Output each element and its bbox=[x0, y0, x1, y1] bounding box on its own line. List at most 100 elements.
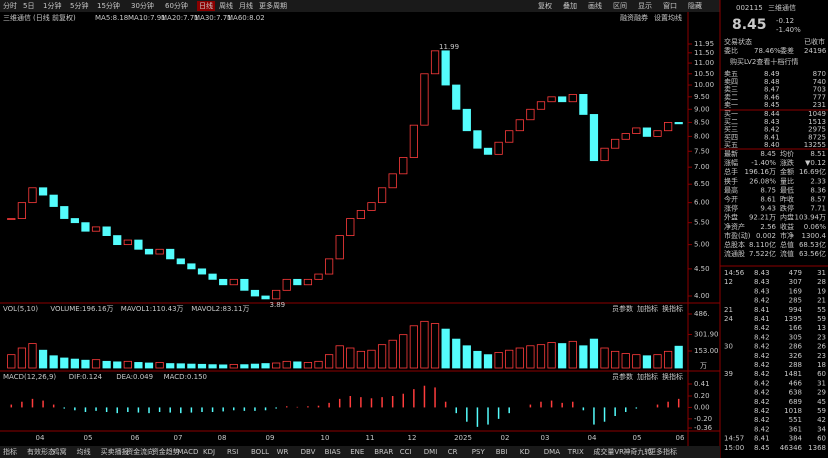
trade-count: 45 bbox=[817, 398, 826, 406]
volume-bar bbox=[388, 339, 397, 369]
indicator-tab[interactable]: 资金流向 bbox=[126, 447, 154, 456]
indicator-tab[interactable]: BBI bbox=[496, 448, 508, 456]
indicator-tab[interactable]: RSI bbox=[227, 448, 238, 456]
indicator-tab[interactable]: CCI bbox=[400, 448, 412, 456]
book-label: 卖三 bbox=[724, 86, 738, 94]
ma-legend: MA30:7.71 bbox=[194, 14, 232, 22]
volume-bar bbox=[303, 362, 313, 369]
tool-button[interactable]: 显示 bbox=[638, 2, 652, 10]
indicator-tab[interactable]: ENE bbox=[350, 448, 364, 456]
indicator-tab[interactable]: PSY bbox=[472, 448, 486, 456]
book-label: 卖四 bbox=[724, 78, 738, 86]
candle bbox=[420, 73, 429, 126]
indicator-tool[interactable]: 换指标 bbox=[662, 304, 683, 313]
period-tab[interactable]: 5分钟 bbox=[70, 1, 88, 10]
link[interactable]: 设置均线 bbox=[654, 13, 682, 22]
candle bbox=[441, 50, 450, 86]
indicator-tool[interactable]: 员参数 bbox=[612, 304, 633, 313]
candle bbox=[208, 273, 217, 280]
tool-button[interactable]: 画线 bbox=[588, 1, 602, 10]
trade-price: 8.41 bbox=[754, 315, 770, 323]
indicator-tool[interactable]: 员参数 bbox=[612, 372, 633, 381]
indicator-tab[interactable]: KD bbox=[520, 448, 530, 456]
indicator-tab[interactable]: 成交量VR bbox=[593, 447, 624, 456]
period-tab[interactable]: 15分钟 bbox=[97, 1, 120, 10]
volume-bar bbox=[653, 354, 662, 369]
indicator-tab[interactable]: BRAR bbox=[374, 448, 393, 456]
period-tab[interactable]: 分时 bbox=[3, 1, 17, 10]
trade-count: 19 bbox=[817, 287, 826, 295]
lv2-link[interactable]: 购买LV2查看十档行情 bbox=[730, 57, 798, 66]
date-label: 05 bbox=[84, 434, 93, 442]
stock-name: 三维通信 bbox=[768, 3, 796, 12]
volume-bar bbox=[547, 342, 556, 369]
indicator-tab[interactable]: BOLL bbox=[251, 448, 269, 456]
trade-price: 8.43 bbox=[754, 278, 770, 286]
candle bbox=[568, 94, 577, 103]
indicator-tab[interactable]: 鸡窝 bbox=[53, 447, 67, 456]
stat-value: 8.75 bbox=[760, 186, 776, 194]
date-label: 06 bbox=[131, 434, 140, 442]
volume-bar bbox=[28, 343, 37, 369]
trade-volume: 307 bbox=[789, 278, 802, 286]
stat-value: 8.61 bbox=[760, 196, 776, 204]
trade-price: 8.42 bbox=[754, 407, 770, 415]
indicator-tab[interactable]: BIAS bbox=[325, 448, 342, 456]
candle bbox=[7, 218, 16, 220]
volume-bar bbox=[420, 320, 429, 369]
tool-button[interactable]: 窗口 bbox=[663, 1, 677, 10]
active-tab bbox=[197, 1, 215, 11]
period-tab[interactable]: 1分钟 bbox=[43, 1, 61, 10]
trade-count: 23 bbox=[817, 333, 826, 341]
indicator-tab[interactable]: DBV bbox=[301, 448, 316, 456]
period-tab[interactable]: 5日 bbox=[23, 2, 34, 10]
tool-button[interactable]: 隐藏 bbox=[688, 1, 702, 10]
candle bbox=[176, 258, 185, 265]
indicator-tool[interactable]: 加指标 bbox=[637, 304, 658, 313]
tool-button[interactable]: 复权 bbox=[538, 1, 552, 10]
indicator-tab[interactable]: 有效形态 bbox=[27, 447, 55, 456]
indicator-tab[interactable]: 指标 bbox=[3, 447, 17, 456]
period-tab[interactable]: 60分钟 bbox=[165, 1, 188, 10]
book-volume: 13255 bbox=[804, 141, 826, 149]
volume-bar bbox=[377, 344, 387, 369]
period-tab[interactable]: 更多周期 bbox=[259, 1, 287, 10]
volume-bar bbox=[219, 364, 228, 369]
trade-time: 15:00 bbox=[724, 444, 744, 452]
indicator-tab[interactable]: KDJ bbox=[203, 448, 215, 456]
period-tab[interactable]: 日线 bbox=[199, 1, 213, 10]
volume-bar bbox=[589, 338, 599, 369]
stat-value: 9.43 bbox=[760, 205, 776, 213]
candle bbox=[526, 108, 535, 121]
date-label: 04 bbox=[36, 434, 45, 442]
indicator-tab[interactable]: DMI bbox=[424, 448, 438, 456]
ma-legend: MA5:8.18 bbox=[95, 14, 128, 22]
indicator-tab[interactable]: CR bbox=[448, 448, 458, 456]
period-tab[interactable]: 月线 bbox=[239, 1, 253, 10]
indicator-tab[interactable]: 均线 bbox=[77, 447, 91, 456]
indicator-tab[interactable]: 神奇九转 bbox=[623, 447, 651, 456]
indicator-tab[interactable]: DMA bbox=[544, 448, 560, 456]
indicator-tool[interactable]: 换指标 bbox=[662, 372, 683, 381]
price-label: 6.50 bbox=[694, 180, 710, 188]
volume-bar bbox=[282, 360, 291, 369]
period-tab[interactable]: 周线 bbox=[219, 1, 233, 10]
indicator-tab[interactable]: TRIX bbox=[567, 448, 584, 456]
period-tab[interactable]: 30分钟 bbox=[131, 1, 154, 10]
tool-button[interactable]: 区间 bbox=[613, 2, 627, 10]
toolbar bbox=[0, 0, 720, 12]
indicator-tool[interactable]: 加指标 bbox=[637, 372, 658, 381]
link[interactable]: 融资融券 bbox=[620, 13, 648, 22]
stat-value: 0.002 bbox=[756, 232, 776, 240]
trade-count: 42 bbox=[817, 416, 826, 424]
volume-bar bbox=[91, 359, 101, 369]
indicator-tab[interactable]: WR bbox=[277, 448, 289, 456]
indicator-tab[interactable]: 资金趋势 bbox=[152, 447, 180, 456]
indicator-tab[interactable]: 更多指标 bbox=[649, 447, 677, 456]
candle bbox=[102, 226, 111, 236]
high-note: 11.99 bbox=[439, 43, 459, 51]
indicator-tab[interactable]: 买卖播报 bbox=[101, 447, 129, 456]
tool-button[interactable]: 叠加 bbox=[563, 1, 577, 10]
indicator-tab[interactable]: MACD bbox=[177, 448, 198, 456]
stat-label: 市净 bbox=[780, 231, 794, 240]
